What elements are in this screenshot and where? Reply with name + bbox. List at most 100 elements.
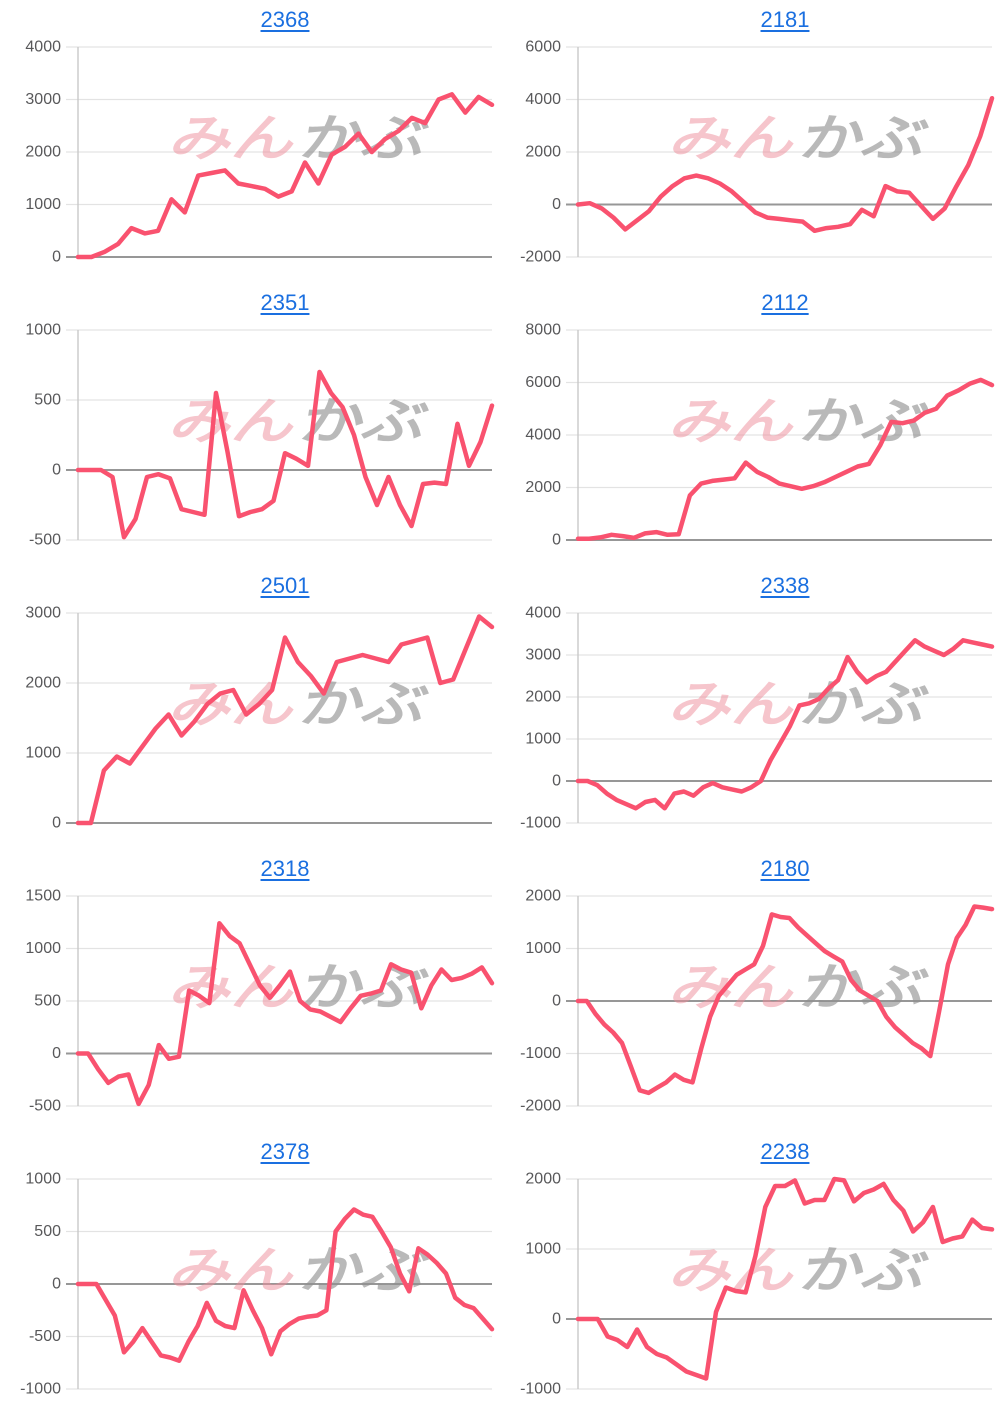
- data-line: [575, 95, 995, 234]
- y-tick-label: 1500: [25, 888, 61, 905]
- watermark-min-text: みん: [165, 111, 305, 167]
- data-line: [75, 921, 495, 1107]
- y-tick-label: 0: [552, 532, 561, 549]
- data-line: [75, 1207, 495, 1363]
- watermark-min-text: みん: [665, 111, 805, 167]
- y-tick-label: 6000: [525, 39, 561, 56]
- watermark-kabu-text: かぶ: [795, 960, 935, 1016]
- y-tick-label: 3000: [525, 647, 561, 664]
- data-line: [75, 614, 495, 826]
- y-tick-label: 2000: [525, 888, 561, 905]
- chart-cell-2180: 2180 -2000 -1000 0 1000 2000 みん かぶ: [500, 849, 1000, 1132]
- chart-plot-area: 0 1000 2000 3000 みん かぶ: [0, 605, 500, 845]
- y-tick-label: 4000: [525, 427, 561, 444]
- chart-plot-area: -1000 -500 0 500 1000 みん かぶ: [0, 1171, 500, 1411]
- chart-cell-2112: 2112 0 2000 4000 6000 8000 みん かぶ: [500, 283, 1000, 566]
- y-tick-label: 1000: [25, 322, 61, 339]
- y-tick-label: 0: [552, 993, 561, 1010]
- y-tick-label: 2000: [525, 479, 561, 496]
- chart-cell-2378: 2378 -1000 -500 0 500 1000 みん かぶ: [0, 1132, 500, 1415]
- watermark-min-text: みん: [165, 394, 305, 450]
- y-tick-label: -1000: [20, 1381, 61, 1398]
- data-line: [75, 369, 495, 540]
- chart-cell-2368: 2368 0 1000 2000 3000 4000 みん かぶ: [0, 0, 500, 283]
- watermark-kabu-text: かぶ: [795, 111, 935, 167]
- chart-cell-2238: 2238 -1000 0 1000 2000 みん かぶ: [500, 1132, 1000, 1415]
- chart-cell-2338: 2338 -1000 0 1000 2000 3000 4000 みん かぶ: [500, 566, 1000, 849]
- watermark-kabu-text: かぶ: [295, 960, 435, 1016]
- y-tick-label: 1000: [525, 940, 561, 957]
- chart-title-link-2180[interactable]: 2180: [760, 856, 810, 881]
- y-tick-label: 1000: [525, 731, 561, 748]
- y-tick-label: 0: [552, 196, 561, 213]
- y-tick-label: 2000: [525, 689, 561, 706]
- y-tick-label: 6000: [525, 374, 561, 391]
- y-tick-label: -500: [29, 1328, 61, 1345]
- y-tick-label: 500: [34, 1223, 61, 1240]
- y-tick-label: 2000: [25, 675, 61, 692]
- y-tick-label: 4000: [25, 39, 61, 56]
- data-line: [575, 638, 995, 811]
- chart-plot-area: -500 0 500 1000 1500 みん かぶ: [0, 888, 500, 1128]
- y-tick-label: 1000: [25, 745, 61, 762]
- y-tick-label: 8000: [525, 322, 561, 339]
- chart-title-link-2501[interactable]: 2501: [260, 573, 310, 598]
- y-tick-label: -1000: [520, 1381, 561, 1398]
- chart-title-link-2112[interactable]: 2112: [761, 290, 809, 315]
- y-tick-label: 3000: [25, 605, 61, 622]
- chart-title-link-2181[interactable]: 2181: [760, 7, 810, 32]
- chart-cell-2501: 2501 0 1000 2000 3000 みん かぶ: [0, 566, 500, 849]
- y-tick-label: 500: [34, 993, 61, 1010]
- y-tick-label: 500: [34, 392, 61, 409]
- watermark-min-text: みん: [165, 1243, 305, 1299]
- watermark-kabu-text: かぶ: [795, 1243, 935, 1299]
- chart-title-link-2238[interactable]: 2238: [760, 1139, 810, 1164]
- chart-plot-area: 0 2000 4000 6000 8000 みん かぶ: [500, 322, 1000, 562]
- data-line: [75, 92, 495, 260]
- y-tick-label: 1000: [25, 1171, 61, 1188]
- y-tick-label: 1000: [25, 196, 61, 213]
- chart-cell-2351: 2351 -500 0 500 1000 みん かぶ: [0, 283, 500, 566]
- chart-title-link-2318[interactable]: 2318: [260, 856, 310, 881]
- y-tick-label: -500: [29, 1098, 61, 1115]
- y-tick-label: 0: [52, 462, 61, 479]
- y-tick-label: 1000: [25, 940, 61, 957]
- y-tick-label: 0: [52, 1045, 61, 1062]
- y-tick-label: 3000: [25, 91, 61, 108]
- chart-title-link-2351[interactable]: 2351: [260, 290, 310, 315]
- watermark-min-text: みん: [665, 677, 805, 733]
- chart-plot-area: -2000 0 2000 4000 6000 みん かぶ: [500, 39, 1000, 279]
- chart-title-link-2378[interactable]: 2378: [260, 1139, 310, 1164]
- y-tick-label: 0: [52, 249, 61, 266]
- y-tick-label: -2000: [520, 1098, 561, 1115]
- chart-plot-area: -500 0 500 1000 みん かぶ: [0, 322, 500, 562]
- chart-plot-area: -1000 0 1000 2000 みん かぶ: [500, 1171, 1000, 1411]
- y-tick-label: 1000: [525, 1241, 561, 1258]
- watermark-min-text: みん: [665, 394, 805, 450]
- y-tick-label: -1000: [520, 815, 561, 832]
- data-line: [575, 904, 995, 1096]
- chart-title-link-2368[interactable]: 2368: [260, 7, 310, 32]
- y-tick-label: 2000: [525, 144, 561, 161]
- chart-title-link-2338[interactable]: 2338: [760, 573, 810, 598]
- watermark-kabu-text: かぶ: [795, 677, 935, 733]
- y-tick-label: 0: [552, 1311, 561, 1328]
- chart-plot-area: -1000 0 1000 2000 3000 4000 みん かぶ: [500, 605, 1000, 845]
- watermark-min-text: みん: [665, 960, 805, 1016]
- watermark-min-text: みん: [165, 677, 305, 733]
